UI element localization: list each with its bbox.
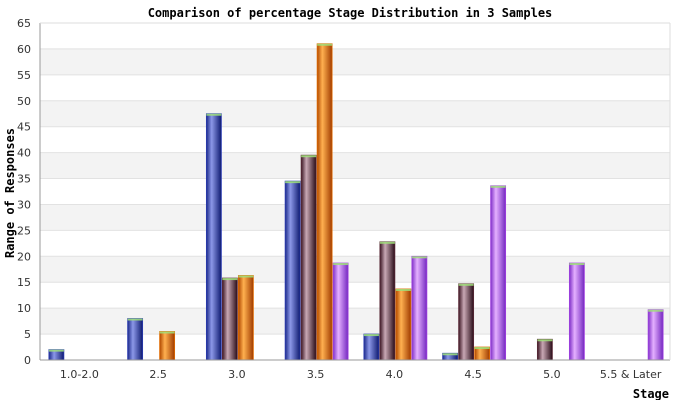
bar [332, 262, 349, 361]
grid-band [40, 204, 670, 231]
bars [48, 43, 664, 361]
bar-cap [474, 347, 490, 350]
bar-cap [537, 339, 553, 342]
bar-cap [648, 309, 664, 312]
axes [39, 22, 671, 361]
y-tick-label: 50 [17, 95, 31, 108]
x-tick-label: 5.0 [543, 368, 561, 381]
x-tick-label: 3.0 [228, 368, 246, 381]
bar-cap [379, 241, 395, 244]
bar [647, 309, 664, 361]
bar-cap [317, 43, 333, 46]
bar [159, 331, 176, 361]
grid-band [40, 100, 670, 127]
y-tick-labels: 0 5 10 15 20 25 30 35 40 45 50 55 60 65 [17, 17, 31, 367]
bar-cap [159, 331, 175, 334]
bar [411, 255, 428, 361]
bar-cap [238, 275, 254, 278]
x-tick-label: 3.5 [307, 368, 325, 381]
y-tick-label: 15 [17, 276, 31, 289]
grid-band [40, 152, 670, 179]
bar [221, 277, 238, 361]
x-tick-label: 4.5 [464, 368, 482, 381]
bar [458, 283, 475, 361]
y-tick-label: 20 [17, 250, 31, 263]
y-tick-label: 35 [17, 173, 31, 186]
x-tick-label: 2.5 [149, 368, 167, 381]
bar [300, 154, 317, 361]
plot-area [40, 23, 670, 360]
bar [395, 288, 412, 361]
bar [237, 275, 254, 361]
y-tick-label: 65 [17, 17, 31, 30]
bar [379, 241, 396, 361]
chart-title: Comparison of percentage Stage Distribut… [148, 6, 553, 20]
grid-bands [40, 22, 670, 361]
grid-band [40, 48, 670, 75]
bar-cap [395, 288, 411, 291]
x-tick-label: 5.5 & Later [600, 368, 662, 381]
bar-cap [411, 256, 427, 259]
bar-cap [222, 278, 238, 281]
y-tick-label: 0 [24, 354, 31, 367]
bar-cap [48, 349, 64, 352]
x-tick-labels: 1.0-2.0 2.5 3.0 3.5 4.0 4.5 5.0 5.5 & Later [60, 368, 662, 381]
bar-cap [569, 263, 585, 266]
bar [205, 113, 222, 361]
bar-cap [333, 263, 349, 266]
bar [316, 43, 333, 361]
bar-cap [301, 155, 317, 158]
x-tick-label: 1.0-2.0 [60, 368, 99, 381]
y-tick-label: 5 [24, 328, 31, 341]
bar-cap [206, 113, 222, 116]
y-tick-label: 10 [17, 302, 31, 315]
y-axis-label: Range of Responses [3, 128, 17, 258]
bar-cap [285, 181, 301, 184]
bar-cap [442, 353, 458, 356]
grid-band [40, 308, 670, 335]
grid-band [40, 256, 670, 283]
bar [284, 180, 301, 361]
y-tick-label: 30 [17, 198, 31, 211]
bar [363, 333, 380, 361]
bar [568, 262, 585, 361]
bar [490, 185, 507, 361]
x-tick-label: 4.0 [386, 368, 404, 381]
y-tick-label: 25 [17, 224, 31, 237]
bar-cap [127, 318, 143, 321]
bar-cap [490, 185, 506, 188]
y-tick-label: 40 [17, 147, 31, 160]
y-tick-label: 45 [17, 121, 31, 134]
x-axis-label: Stage [633, 387, 669, 400]
bar [536, 338, 553, 361]
bar [127, 318, 144, 361]
bar-cap [458, 283, 474, 286]
y-tick-label: 55 [17, 69, 31, 82]
bar-cap [363, 334, 379, 337]
y-tick-label: 60 [17, 43, 31, 56]
